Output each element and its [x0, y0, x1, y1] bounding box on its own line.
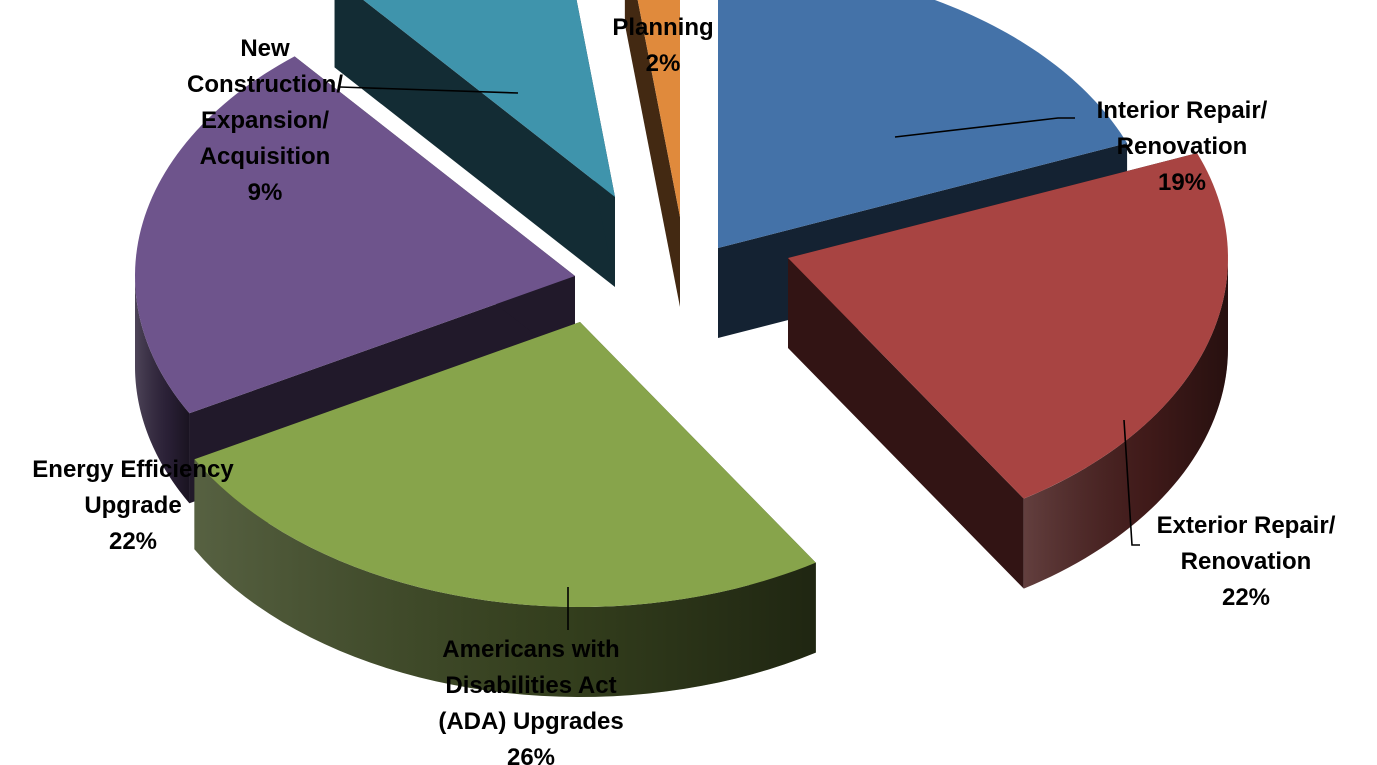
slice-top: [788, 153, 1228, 499]
leader-line-exterior: [1123, 419, 1140, 546]
slice-label-energy-efficiency: Energy Efficiency Upgrade 22%: [32, 456, 234, 555]
slice-percent-label: 2%: [646, 50, 681, 77]
slice-side-shade: [1023, 258, 1228, 589]
slice-category-label: Americans with: [442, 636, 619, 663]
slice-percent-label: 22%: [1222, 584, 1270, 611]
slice-category-label: Renovation: [1117, 133, 1248, 160]
slice-label-americans-with: Americans with Disabilities Act (ADA) Upgr…: [438, 636, 623, 765]
slice-percent-label: 22%: [109, 528, 157, 555]
slice-label-exterior-repair: Exterior Repair/Renovation 22%: [1157, 512, 1336, 611]
slice-category-label: (ADA) Upgrades: [438, 708, 623, 735]
slice-wall: [334, 0, 615, 287]
slice-label-interior-repair: Interior Repair/Renovation 19%: [1097, 97, 1268, 196]
slice-side-shade: [194, 459, 816, 697]
slice-americans-with: [194, 322, 816, 697]
pie-slices: [135, 0, 1228, 697]
slice-wall: [624, 0, 680, 307]
slice-percent-label: 9%: [248, 179, 283, 206]
slice-label-planning: Planning 2%: [612, 14, 713, 77]
leader-line-newconstruction: [339, 86, 519, 94]
slice-labels: Interior Repair/Renovation 19% Exterior Re…: [32, 14, 1335, 765]
slice-top: [135, 56, 576, 414]
slice-category-label: Planning: [612, 14, 713, 41]
slice-category-label: Acquisition: [200, 143, 331, 170]
slice-label-new: New Construction/Expansion/Acquisition 9%: [187, 35, 343, 206]
slice-category-label: New: [240, 35, 290, 62]
slice-percent-label: 26%: [507, 744, 555, 765]
slice-wall: [788, 258, 1024, 589]
slice-new: [334, 0, 615, 287]
leader-line-interior: [894, 117, 1075, 138]
slice-planning: [624, 0, 680, 307]
slice-category-label: Exterior Repair/: [1157, 512, 1336, 539]
slice-percent-label: 19%: [1158, 169, 1206, 196]
slice-exterior-repair: [788, 153, 1228, 589]
slice-category-label: Construction/: [187, 71, 343, 98]
leader-lines: [339, 86, 1140, 630]
slice-top: [194, 322, 816, 607]
slice-top: [637, 0, 680, 217]
slice-top: [363, 0, 615, 197]
slice-category-label: Disabilities Act: [445, 672, 616, 699]
slice-top: [718, 0, 1128, 248]
slice-side-shade: [135, 276, 190, 504]
slice-category-label: Energy Efficiency: [32, 456, 234, 483]
slice-category-label: Renovation: [1181, 548, 1312, 575]
slice-category-label: Interior Repair/: [1097, 97, 1268, 124]
slice-category-label: Upgrade: [84, 492, 181, 519]
slice-category-label: Expansion/: [201, 107, 329, 134]
